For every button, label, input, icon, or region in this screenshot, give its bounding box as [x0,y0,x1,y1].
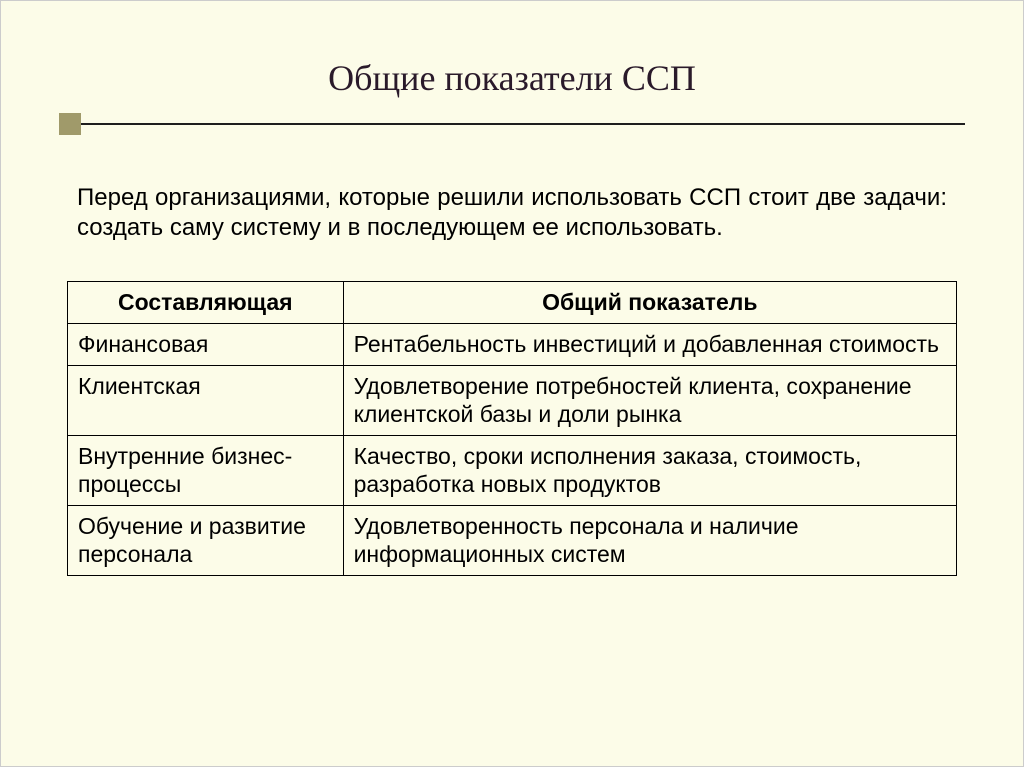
col-header-component: Составляющая [68,282,344,324]
title-rule [59,113,965,135]
table-row: Финансовая Рентабельность инвестиций и д… [68,324,957,366]
intro-paragraph: Перед организациями, которые решили испо… [59,183,965,243]
slide: Общие показатели ССП Перед организациями… [1,1,1023,766]
col-header-indicator: Общий показатель [343,282,956,324]
cell-component: Обучение и развитие персонала [68,506,344,576]
cell-indicator: Удовлетворение потребностей клиента, сох… [343,366,956,436]
cell-indicator: Качество, сроки исполнения заказа, стоим… [343,436,956,506]
rule-line [81,123,965,125]
table-row: Внутренние бизнес-процессы Качество, сро… [68,436,957,506]
cell-indicator: Удовлетворенность персонала и наличие ин… [343,506,956,576]
table-header-row: Составляющая Общий показатель [68,282,957,324]
indicators-table: Составляющая Общий показатель Финансовая… [67,281,957,576]
cell-component: Внутренние бизнес-процессы [68,436,344,506]
table-row: Обучение и развитие персонала Удовлетвор… [68,506,957,576]
page-title: Общие показатели ССП [59,57,965,99]
table-container: Составляющая Общий показатель Финансовая… [59,281,965,576]
cell-indicator: Рентабельность инвестиций и добавленная … [343,324,956,366]
cell-component: Финансовая [68,324,344,366]
rule-square-icon [59,113,81,135]
cell-component: Клиентская [68,366,344,436]
table-row: Клиентская Удовлетворение потребностей к… [68,366,957,436]
